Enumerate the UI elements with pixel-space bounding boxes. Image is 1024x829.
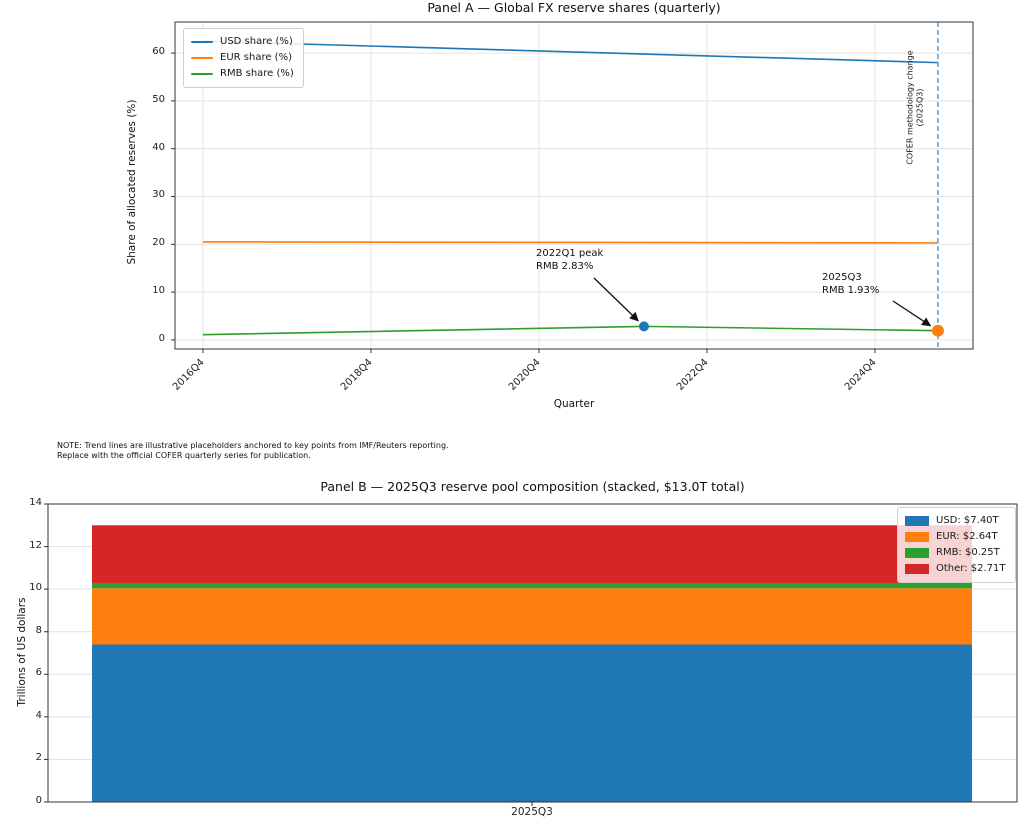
other-patch-swatch <box>905 564 929 574</box>
panel-a-y-tick-50: 50 <box>152 93 165 105</box>
panel-a-legend: USD share (%) EUR share (%) RMB share (%… <box>183 28 304 88</box>
annotation-2022q1-peak: 2022Q1 peak RMB 2.83% <box>536 248 604 272</box>
legend-item-rmb: RMB share (%) <box>191 66 294 82</box>
panel-b-legend: USD: $7.40T EUR: $2.64T RMB: $0.25T Othe… <box>897 507 1016 583</box>
annotation-2025q3: 2025Q3 RMB 1.93% <box>822 272 880 296</box>
panel-b-y-tick-2: 2 <box>35 752 42 764</box>
panel-a-y-tick-40: 40 <box>152 141 165 153</box>
panel-a-y-tick-0: 0 <box>158 332 165 344</box>
data-marker-1 <box>931 324 944 337</box>
legend-item-eur: EUR share (%) <box>191 50 294 66</box>
figure-note-line-2: Replace with the official COFER quarterl… <box>57 451 311 460</box>
panel-a-title: Panel A — Global FX reserve shares (quar… <box>427 0 721 15</box>
usd-line-swatch <box>191 40 213 44</box>
panel-b-y-tick-8: 8 <box>35 624 42 636</box>
figure-note: NOTE: Trend lines are illustrative place… <box>57 441 449 461</box>
panel-b-y-tick-12: 12 <box>29 539 42 551</box>
legend-item-rmb-amount: RMB: $0.25T <box>905 545 1006 561</box>
panel-a-y-tick-30: 30 <box>152 189 165 201</box>
eur-line-swatch <box>191 56 213 60</box>
figure-note-line-1: NOTE: Trend lines are illustrative place… <box>57 441 449 450</box>
panel-b-y-tick-10: 10 <box>29 582 42 594</box>
series-line-2 <box>202 325 938 336</box>
panel-b-title: Panel B — 2025Q3 reserve pool compositio… <box>320 479 745 494</box>
usd-patch-swatch <box>905 516 929 526</box>
panel-a-spines <box>174 21 974 350</box>
legend-item-usd: USD share (%) <box>191 34 294 50</box>
legend-label-other-amount: Other: $2.71T <box>936 563 1006 574</box>
legend-label-usd: USD share (%) <box>220 36 293 47</box>
bar-segment-usd <box>92 644 972 802</box>
legend-label-rmb: RMB share (%) <box>220 68 294 79</box>
legend-label-eur: EUR share (%) <box>220 52 292 63</box>
panel-a-y-tick-20: 20 <box>152 237 165 249</box>
panel-a-y-tick-10: 10 <box>152 285 165 297</box>
legend-label-rmb-amount: RMB: $0.25T <box>936 547 1000 558</box>
annotation-arrow-0 <box>593 277 639 322</box>
bar-segment-rmb <box>92 582 972 589</box>
panel-b-plot-area <box>44 503 1018 806</box>
bar-segment-other <box>92 525 972 583</box>
legend-label-eur-amount: EUR: $2.64T <box>936 531 998 542</box>
panel-b-y-tick-6: 6 <box>35 667 42 679</box>
data-marker-0 <box>638 321 649 332</box>
legend-item-usd-amount: USD: $7.40T <box>905 513 1006 529</box>
legend-label-usd-amount: USD: $7.40T <box>936 515 999 526</box>
legend-item-other-amount: Other: $2.71T <box>905 561 1006 577</box>
panel-a-plot-area <box>171 21 974 353</box>
series-line-0 <box>202 40 938 64</box>
series-line-1 <box>202 241 938 244</box>
panel-b-x-tick-label: 2025Q3 <box>511 806 553 818</box>
legend-item-eur-amount: EUR: $2.64T <box>905 529 1006 545</box>
bar-segment-eur <box>92 588 972 645</box>
panel-a-x-axis-label: Quarter <box>553 398 595 410</box>
panel-b-y-tick-0: 0 <box>35 795 42 806</box>
panel-b-y-tick-4: 4 <box>35 709 42 721</box>
panel-a-y-tick-60: 60 <box>152 46 165 58</box>
eur-patch-swatch <box>905 532 929 542</box>
panel-b-y-tick-14: 14 <box>29 497 42 508</box>
annotation-arrow-1 <box>892 300 932 327</box>
rmb-line-swatch <box>191 72 213 76</box>
rmb-patch-swatch <box>905 548 929 558</box>
cofer-methodology-vline-label: COFER methodology change (2025Q3) <box>905 50 925 165</box>
